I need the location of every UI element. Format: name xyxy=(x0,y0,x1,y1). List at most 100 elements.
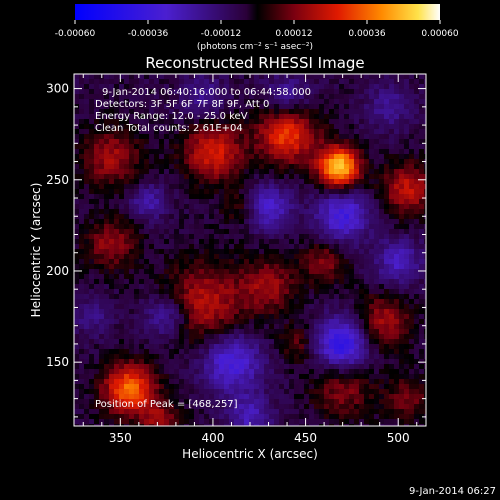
heatmap-cell xyxy=(304,164,309,169)
heatmap-cell xyxy=(114,254,119,259)
heatmap-cell xyxy=(294,309,299,314)
heatmap-cell xyxy=(329,349,334,354)
heatmap-cell xyxy=(79,204,84,209)
heatmap-cell xyxy=(79,179,84,184)
heatmap-cell xyxy=(304,314,309,319)
heatmap-cell xyxy=(149,299,154,304)
heatmap-cell xyxy=(414,304,419,309)
heatmap-cell xyxy=(104,384,109,389)
heatmap-cell xyxy=(374,304,379,309)
heatmap-cell xyxy=(79,249,84,254)
heatmap-cell xyxy=(384,364,389,369)
heatmap-cell xyxy=(419,274,424,279)
heatmap-cell xyxy=(244,229,249,234)
heatmap-cell xyxy=(149,239,154,244)
heatmap-cell xyxy=(294,349,299,354)
heatmap-cell xyxy=(224,159,229,164)
heatmap-cell xyxy=(199,274,204,279)
heatmap-cell xyxy=(289,164,294,169)
heatmap-cell xyxy=(94,249,99,254)
heatmap-cell xyxy=(389,324,394,329)
heatmap-cell xyxy=(389,154,394,159)
heatmap-cell xyxy=(104,304,109,309)
heatmap-cell xyxy=(204,79,209,84)
heatmap-cell xyxy=(314,189,319,194)
heatmap-cell xyxy=(149,89,154,94)
heatmap-cell xyxy=(394,239,399,244)
heatmap-cell xyxy=(374,299,379,304)
heatmap-cell xyxy=(189,274,194,279)
heatmap-cell xyxy=(264,274,269,279)
heatmap-cell xyxy=(84,199,89,204)
heatmap-cell xyxy=(174,159,179,164)
heatmap-cell xyxy=(319,279,324,284)
heatmap-cell xyxy=(299,274,304,279)
heatmap-cell xyxy=(219,204,224,209)
heatmap-cell xyxy=(404,84,409,89)
heatmap-cell xyxy=(369,239,374,244)
heatmap-cell xyxy=(104,294,109,299)
heatmap-cell xyxy=(314,309,319,314)
heatmap-cell xyxy=(389,244,394,249)
heatmap-cell xyxy=(199,229,204,234)
heatmap-cell xyxy=(164,139,169,144)
heatmap-cell xyxy=(339,189,344,194)
heatmap-cell xyxy=(324,199,329,204)
heatmap-cell xyxy=(94,299,99,304)
heatmap-cell xyxy=(79,264,84,269)
heatmap-cell xyxy=(119,94,124,99)
heatmap-cell xyxy=(204,409,209,414)
heatmap-cell xyxy=(219,134,224,139)
heatmap-cell xyxy=(349,114,354,119)
heatmap-cell xyxy=(229,244,234,249)
heatmap-cell xyxy=(314,344,319,349)
heatmap-cell xyxy=(174,144,179,149)
heatmap-cell xyxy=(204,149,209,154)
heatmap-cell xyxy=(339,139,344,144)
heatmap-cell xyxy=(354,289,359,294)
heatmap-cell xyxy=(139,214,144,219)
heatmap-cell xyxy=(419,164,424,169)
heatmap-cell xyxy=(359,129,364,134)
heatmap-cell xyxy=(169,329,174,334)
heatmap-cell xyxy=(179,154,184,159)
heatmap-cell xyxy=(179,79,184,84)
heatmap-cell xyxy=(189,124,194,129)
heatmap-cell xyxy=(399,94,404,99)
heatmap-cell xyxy=(74,119,79,124)
heatmap-cell xyxy=(174,269,179,274)
heatmap-cell xyxy=(199,199,204,204)
heatmap-cell xyxy=(419,124,424,129)
heatmap-cell xyxy=(159,304,164,309)
heatmap-cell xyxy=(134,249,139,254)
heatmap-cell xyxy=(389,174,394,179)
heatmap-cell xyxy=(264,199,269,204)
heatmap-cell xyxy=(134,374,139,379)
heatmap-cell xyxy=(124,394,129,399)
heatmap-cell xyxy=(364,179,369,184)
heatmap-cell xyxy=(319,179,324,184)
heatmap-cell xyxy=(89,149,94,154)
heatmap-cell xyxy=(184,329,189,334)
heatmap-cell xyxy=(174,234,179,239)
heatmap-cell xyxy=(129,184,134,189)
heatmap-cell xyxy=(89,264,94,269)
heatmap-cell xyxy=(319,219,324,224)
heatmap-cell xyxy=(99,334,104,339)
heatmap-cell xyxy=(294,79,299,84)
heatmap-cell xyxy=(124,269,129,274)
heatmap-cell xyxy=(204,339,209,344)
heatmap-cell xyxy=(324,154,329,159)
heatmap-cell xyxy=(314,339,319,344)
heatmap-cell xyxy=(144,339,149,344)
heatmap-cell xyxy=(179,184,184,189)
heatmap-cell xyxy=(89,384,94,389)
heatmap-cell xyxy=(159,79,164,84)
heatmap-cell xyxy=(84,239,89,244)
heatmap-cell xyxy=(169,99,174,104)
heatmap-cell xyxy=(144,364,149,369)
heatmap-cell xyxy=(144,74,149,79)
heatmap-cell xyxy=(164,274,169,279)
heatmap-cell xyxy=(294,229,299,234)
heatmap-cell xyxy=(314,169,319,174)
